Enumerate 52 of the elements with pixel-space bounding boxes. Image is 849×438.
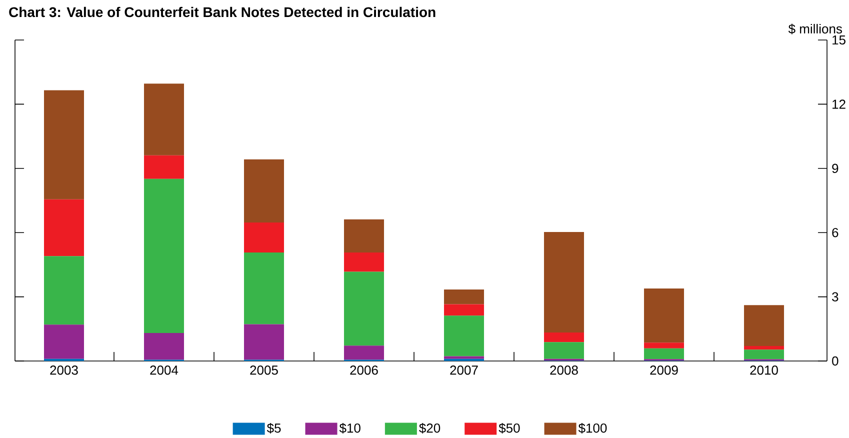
bar xyxy=(44,256,84,325)
bar xyxy=(144,155,184,179)
x-tick-label: 2003 xyxy=(50,366,78,375)
bar xyxy=(544,342,584,359)
bar xyxy=(444,290,484,304)
bar xyxy=(644,348,684,360)
bar xyxy=(44,199,84,256)
bar xyxy=(144,332,184,360)
bar xyxy=(344,219,384,253)
y-tick-label: 0 xyxy=(832,356,838,366)
bar xyxy=(544,332,584,342)
bar xyxy=(344,252,384,272)
legend-label: $20 xyxy=(419,422,440,434)
bar xyxy=(344,272,384,346)
bar xyxy=(144,84,184,156)
x-tick-label: 2008 xyxy=(550,366,578,375)
y-tick-label: 9 xyxy=(832,164,838,174)
x-tick-label: 2006 xyxy=(350,366,378,375)
x-tick-label: 2007 xyxy=(450,366,478,375)
bar xyxy=(544,232,584,333)
x-tick-label: 2010 xyxy=(750,366,778,375)
y-tick-label: 12 xyxy=(832,100,846,109)
bar xyxy=(244,222,284,253)
x-tick-label: 2004 xyxy=(150,366,178,375)
bar xyxy=(744,350,784,360)
bar xyxy=(44,90,84,200)
x-tick-label: 2009 xyxy=(650,366,678,375)
bar xyxy=(444,316,484,356)
bar xyxy=(644,342,684,348)
legend-label: $50 xyxy=(498,422,520,434)
bar xyxy=(344,346,384,360)
x-tick-label: 2005 xyxy=(250,366,278,375)
bar xyxy=(744,346,784,350)
bar xyxy=(244,159,284,223)
chart-title: Chart 3: Value of Counterfeit Bank Notes Detected in Circulation xyxy=(9,6,436,18)
bar xyxy=(244,324,284,360)
bar xyxy=(444,356,484,359)
bar xyxy=(644,288,684,343)
legend-label: $100 xyxy=(578,422,607,434)
legend-label: $10 xyxy=(339,422,360,434)
bar xyxy=(244,252,284,324)
y-tick-label: 15 xyxy=(832,35,846,45)
y-tick-label: 3 xyxy=(832,292,838,302)
bar xyxy=(744,305,784,346)
bar xyxy=(44,358,84,362)
bar xyxy=(44,324,84,359)
legend-label: $5 xyxy=(266,422,281,434)
y-axis-title: $ millions xyxy=(788,24,842,34)
y-tick-label: 6 xyxy=(832,228,838,238)
bar xyxy=(444,358,484,362)
bar xyxy=(444,304,484,316)
bar xyxy=(144,178,184,333)
